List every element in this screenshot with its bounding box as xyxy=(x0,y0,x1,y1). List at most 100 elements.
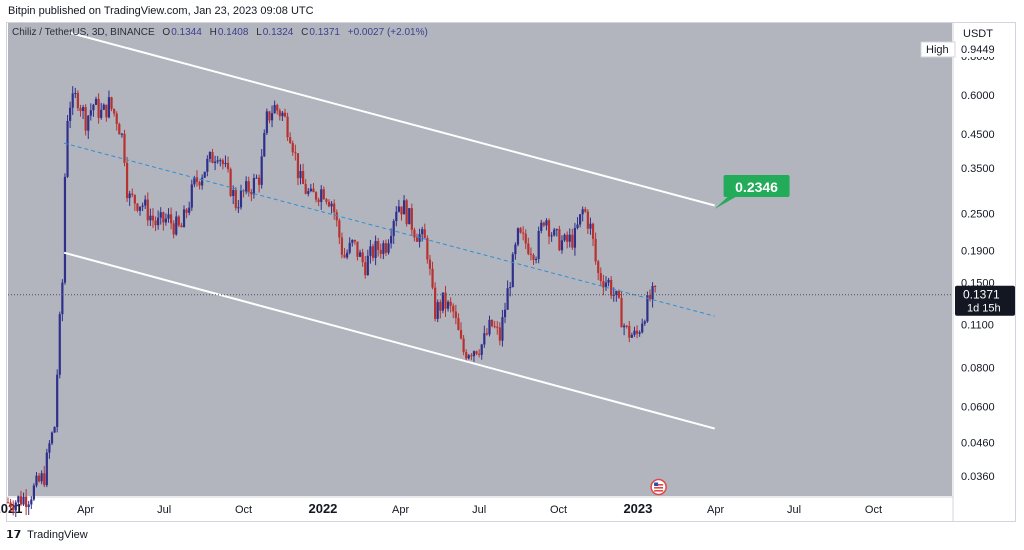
plot-area[interactable] xyxy=(8,23,952,496)
candle-body xyxy=(286,116,289,138)
candle-body xyxy=(346,252,349,258)
candle-body xyxy=(452,305,455,312)
candle-body xyxy=(488,319,491,335)
channel-midline[interactable] xyxy=(63,142,715,317)
candle-body xyxy=(379,249,382,254)
candle-body xyxy=(30,499,33,505)
candle-body xyxy=(87,115,90,131)
candle-body xyxy=(490,319,494,327)
candle-body xyxy=(524,233,527,244)
candle-body xyxy=(589,223,592,229)
candle-body xyxy=(426,238,429,260)
candle-body xyxy=(330,203,333,207)
candle-body xyxy=(550,235,553,237)
candle-body xyxy=(110,97,113,109)
candle-body xyxy=(545,220,548,226)
candle-body xyxy=(607,279,610,283)
candle-body xyxy=(369,246,372,256)
candle-body xyxy=(79,108,82,112)
candle-body xyxy=(278,110,281,117)
candle-body xyxy=(325,199,328,202)
candle-body xyxy=(382,243,385,254)
candle-body xyxy=(76,92,79,109)
channel-upper-line[interactable] xyxy=(69,31,715,207)
candle-body xyxy=(302,171,305,185)
candle-body xyxy=(459,330,463,339)
candle-body xyxy=(131,193,134,195)
candle-body xyxy=(462,338,465,353)
candle-body xyxy=(125,162,129,199)
candle-body xyxy=(441,292,444,311)
candle-body xyxy=(260,156,263,185)
y-tick-label: 0.0800 xyxy=(961,363,995,375)
candle-body xyxy=(270,113,274,121)
x-tick-label: 2023 xyxy=(623,501,652,516)
candle-body xyxy=(522,232,525,234)
candle-body xyxy=(625,325,628,327)
candle-body xyxy=(402,200,406,215)
candle-body xyxy=(397,206,400,212)
candle-body xyxy=(617,290,621,298)
candle-body xyxy=(571,234,574,248)
candle-body xyxy=(335,212,338,221)
candle-body xyxy=(475,351,478,354)
candle-body xyxy=(643,321,646,324)
candle-body xyxy=(185,209,188,213)
candle-body xyxy=(74,92,77,94)
candle-body xyxy=(237,207,240,209)
candle-body xyxy=(558,229,561,251)
candle-body xyxy=(387,243,390,253)
candle-body xyxy=(193,177,196,185)
candle-body xyxy=(19,496,23,505)
footer-brand[interactable]: TradingView xyxy=(27,529,88,541)
candle-body xyxy=(472,351,476,357)
candle-body xyxy=(107,97,111,118)
candle-body xyxy=(37,475,41,482)
candle-body xyxy=(45,452,48,486)
channel-lower-line[interactable] xyxy=(63,251,715,430)
candle-body xyxy=(201,177,204,186)
candle-body xyxy=(320,189,323,202)
candle-body xyxy=(566,234,569,242)
target-callout-box[interactable] xyxy=(723,174,790,197)
low-label: L xyxy=(256,27,262,38)
candle-body xyxy=(213,161,217,164)
candle-body xyxy=(226,162,230,170)
candle-body xyxy=(219,160,222,162)
candle-body xyxy=(48,443,51,453)
currency-unit: USDT xyxy=(963,28,993,40)
candle-body xyxy=(651,286,654,300)
candle-body xyxy=(503,309,507,318)
candle-body xyxy=(294,152,297,154)
candle-body xyxy=(612,294,615,296)
flag-stripe xyxy=(654,487,664,489)
candle-body xyxy=(312,188,315,193)
candle-body xyxy=(128,193,131,199)
candle-body xyxy=(307,191,310,194)
candle-body xyxy=(423,229,426,239)
candle-body xyxy=(413,229,416,238)
candle-body xyxy=(167,214,170,219)
candle-body xyxy=(63,176,67,283)
target-value-label: 0.2346 xyxy=(735,179,778,195)
symbol-name[interactable]: Chiliz / TetherUS, 3D, BINANCE xyxy=(12,27,155,38)
candle-body xyxy=(591,223,595,239)
high-marker-box xyxy=(920,41,956,58)
candle-body xyxy=(338,220,341,238)
candle-body xyxy=(172,223,175,235)
candle-body xyxy=(534,259,538,261)
candle-body xyxy=(465,352,468,359)
candle-body xyxy=(22,496,25,505)
x-tick-label: Apr xyxy=(77,504,94,516)
candle-body xyxy=(283,112,287,117)
candle-body xyxy=(182,209,186,228)
callout-pointer xyxy=(714,196,736,209)
candle-body xyxy=(94,98,98,105)
candle-body xyxy=(81,107,85,112)
candle-body xyxy=(364,262,367,276)
candle-body xyxy=(56,374,59,428)
open-label: O xyxy=(162,27,171,38)
candle-body xyxy=(314,192,318,200)
candle-body xyxy=(343,254,346,258)
candle-body xyxy=(560,240,564,251)
